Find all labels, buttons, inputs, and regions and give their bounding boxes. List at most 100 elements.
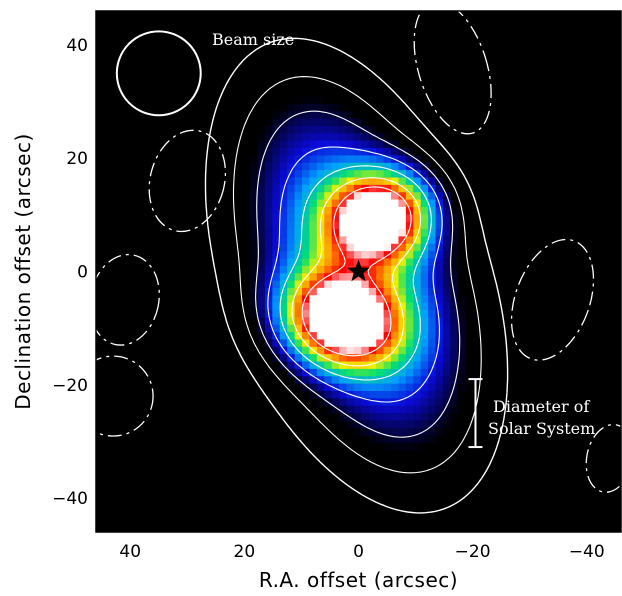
heatmap-cell-244 — [294, 192, 303, 201]
heatmap-cell-845 — [405, 346, 414, 355]
heatmap-cell-606 — [294, 287, 303, 296]
heatmap-cell-1009 — [428, 398, 437, 407]
heatmap-cell-140 — [279, 162, 288, 171]
heatmap-cell-483 — [420, 251, 429, 260]
heatmap-cell-736 — [413, 317, 422, 326]
heatmap-cell-202 — [376, 177, 385, 186]
heatmap-cell-26 — [272, 118, 281, 127]
heatmap-cell-793 — [420, 332, 429, 341]
heatmap-cell-46 — [316, 125, 325, 134]
heatmap-cell-963 — [391, 383, 400, 392]
heatmap-cell-129 — [368, 155, 377, 164]
heatmap-cell-337 — [376, 214, 385, 223]
heatmap-cell-1036 — [368, 413, 377, 422]
heatmap-cell-615 — [361, 287, 370, 296]
heatmap-cell-964 — [398, 383, 407, 392]
heatmap-cell-520 — [279, 265, 288, 274]
heatmap-cell-763 — [405, 324, 414, 333]
heatmap-cell-659 — [264, 302, 273, 311]
heatmap-cell-818 — [405, 339, 414, 348]
heatmap-cell-790 — [398, 332, 407, 341]
heatmap-cell-644 — [368, 295, 377, 304]
heatmap-cell-359 — [331, 221, 340, 230]
heatmap-cell-297 — [287, 206, 296, 215]
heatmap-cell-532 — [368, 265, 377, 274]
heatmap-cell-169 — [316, 170, 325, 179]
heatmap-cell-9 — [316, 103, 325, 112]
heatmap-cell-991 — [442, 390, 451, 400]
heatmap-cell-684 — [450, 302, 459, 311]
heatmap-cell-354 — [294, 221, 303, 230]
heatmap-cell-467 — [302, 251, 311, 260]
heatmap-cell-411 — [302, 236, 311, 245]
heatmap-cell-431 — [450, 236, 459, 245]
heatmap-cell-1030 — [450, 405, 459, 414]
heatmap-cell-917 — [383, 368, 392, 377]
heatmap-cell-666 — [316, 302, 325, 311]
heatmap-cell-899 — [428, 361, 437, 370]
heatmap-cell-536 — [398, 265, 407, 274]
heatmap-cell-168 — [309, 170, 318, 179]
heatmap-cell-1008 — [420, 398, 429, 407]
heatmap-cell-228 — [376, 184, 385, 193]
heatmap-cell-982 — [376, 390, 385, 400]
heatmap-cell-563 — [391, 273, 400, 282]
heatmap-cell-161 — [257, 170, 266, 179]
heatmap-cell-924 — [435, 368, 444, 377]
heatmap-cell-1056 — [405, 420, 414, 429]
heatmap-cell-1057 — [413, 420, 422, 429]
heatmap-cell-585 — [346, 280, 355, 289]
heatmap-cell-638 — [324, 295, 333, 304]
heatmap-cell-111 — [398, 148, 407, 157]
heatmap-cell-827 — [272, 346, 281, 355]
heatmap-cell-1083 — [383, 442, 392, 451]
heatmap-cell-382 — [294, 229, 303, 238]
heatmap-cell-310 — [383, 206, 392, 215]
heatmap-cell-239 — [257, 192, 266, 201]
heatmap-cell-242 — [279, 192, 288, 201]
heatmap-cell-576 — [279, 280, 288, 289]
heatmap-cell-950 — [457, 376, 466, 385]
heatmap-cell-936 — [353, 376, 362, 385]
heatmap-cell-351 — [272, 221, 281, 230]
heatmap-cell-869 — [391, 354, 400, 363]
heatmap-cell-196 — [331, 177, 340, 186]
heatmap-cell-1066 — [383, 427, 392, 436]
heatmap-cell-1044 — [428, 413, 437, 422]
heatmap-cell-605 — [287, 287, 296, 296]
heatmap-cell-144 — [309, 162, 318, 171]
heatmap-cell-1034 — [353, 413, 362, 422]
heatmap-cell-825 — [457, 339, 466, 348]
heatmap-cell-712 — [442, 310, 451, 319]
heatmap-cell-967 — [420, 383, 429, 392]
heatmap-cell-416 — [339, 236, 348, 245]
heatmap-cell-913 — [353, 368, 362, 377]
heatmap-cell-435 — [272, 243, 281, 252]
heatmap-cell-987 — [413, 390, 422, 400]
heatmap-cell-908 — [316, 368, 325, 377]
heatmap-cell-604 — [279, 287, 288, 296]
heatmap-cell-557 — [346, 273, 355, 282]
heatmap-cell-1012 — [450, 398, 459, 407]
heatmap-cell-121 — [309, 155, 318, 164]
heatmap-cell-213 — [264, 184, 273, 193]
heatmap-cell-2 — [309, 96, 318, 105]
heatmap-cell-504 — [368, 258, 377, 267]
heatmap-cell-494 — [294, 258, 303, 267]
heatmap-cell-938 — [368, 376, 377, 385]
heatmap-cell-704 — [383, 310, 392, 319]
heatmap-cell-901 — [442, 361, 451, 370]
heatmap-cell-755 — [346, 324, 355, 333]
heatmap-cell-1080 — [413, 435, 422, 444]
y-tick-label-3: −20 — [52, 376, 88, 396]
heatmap-cell-71 — [383, 133, 392, 142]
heatmap-cell-647 — [391, 295, 400, 304]
heatmap-cell-160 — [250, 170, 259, 179]
heatmap-cell-534 — [383, 265, 392, 274]
heatmap-cell-184 — [428, 170, 437, 179]
heatmap-cell-364 — [368, 221, 377, 230]
heatmap-cell-895 — [398, 361, 407, 370]
heatmap-cell-1027 — [428, 405, 437, 414]
heatmap-cell-75 — [279, 140, 288, 149]
heatmap-cell-940 — [383, 376, 392, 385]
